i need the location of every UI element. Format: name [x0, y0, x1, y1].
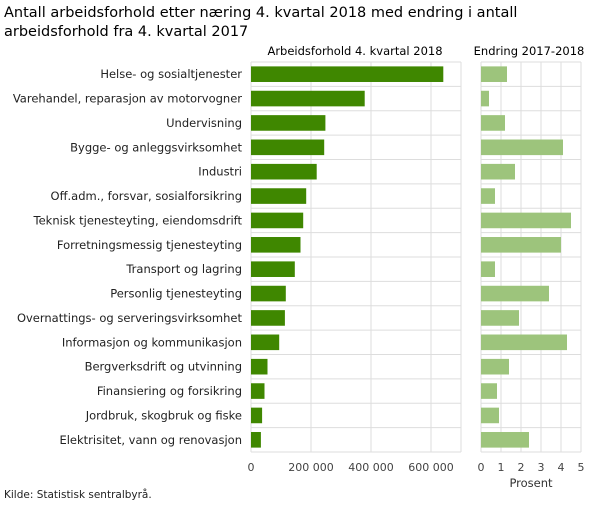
bar — [251, 261, 295, 277]
chart-title: Antall arbeidsforhold etter næring 4. kv… — [4, 5, 518, 40]
panel-title: Endring 2017-2018 — [474, 44, 585, 58]
tick-label: 4 — [558, 461, 565, 474]
bar — [251, 334, 280, 351]
tick-label: 0 — [248, 461, 255, 474]
bar — [481, 188, 495, 204]
panel-title: Arbeidsforhold 4. kvartal 2018 — [267, 44, 442, 58]
tick-label: 200 000 — [288, 461, 334, 474]
bar — [251, 115, 326, 131]
category-label: Undervisning — [166, 116, 242, 130]
bar — [251, 432, 261, 448]
category-label: Elektrisitet, vann og renovasjon — [59, 433, 242, 447]
bar — [481, 407, 499, 424]
bar — [251, 383, 265, 399]
category-label: Transport og lagring — [125, 262, 242, 276]
bar — [481, 90, 489, 107]
bar — [251, 90, 365, 107]
bar — [481, 115, 505, 131]
bar — [481, 310, 519, 326]
source-note: Kilde: Statistisk sentralbyrå. — [4, 489, 152, 501]
bar — [251, 237, 301, 253]
bar — [481, 139, 563, 156]
tick-label: 2 — [518, 461, 525, 474]
bar — [481, 358, 509, 375]
bar — [481, 432, 529, 448]
category-label: Helse- og sosialtjenester — [100, 67, 242, 81]
bar — [481, 163, 515, 180]
tick-label: 3 — [538, 461, 545, 474]
bar — [481, 66, 507, 82]
category-label: Personlig tjenesteyting — [110, 287, 242, 301]
axis-label: Prosent — [509, 476, 553, 490]
category-label: Informasjon og kommunikasjon — [62, 335, 242, 349]
bar — [251, 407, 263, 424]
bar — [251, 285, 286, 302]
category-label: Off.adm., forsvar, sosialforsikring — [51, 189, 242, 203]
tick-label: 1 — [498, 461, 505, 474]
bar — [481, 261, 495, 277]
category-label: Forretningsmessig tjenesteyting — [57, 238, 242, 252]
bar — [251, 163, 317, 180]
tick-label: 400 000 — [348, 461, 394, 474]
bar — [481, 212, 571, 229]
bar — [481, 285, 549, 302]
bar — [251, 188, 307, 204]
bar — [481, 334, 567, 351]
category-label: Overnattings- og serveringsvirksomhet — [17, 311, 243, 325]
tick-label: 5 — [578, 461, 585, 474]
bar — [251, 358, 268, 375]
tick-label: 600 000 — [408, 461, 454, 474]
category-label: Jordbruk, skogbruk og fiske — [85, 408, 242, 422]
bar — [481, 383, 497, 399]
category-label: Bygge- og anleggsvirksomhet — [70, 140, 242, 154]
category-label: Varehandel, reparasjon av motorvogner — [13, 92, 242, 106]
bar — [251, 66, 444, 82]
category-label: Industri — [198, 165, 242, 179]
category-label: Bergverksdrift og utvinning — [85, 360, 242, 374]
bar — [251, 212, 304, 229]
bar — [251, 139, 325, 156]
bar — [251, 310, 285, 326]
category-label: Teknisk tjenesteyting, eiendomsdrift — [33, 213, 243, 227]
tick-label: 0 — [478, 461, 485, 474]
category-label: Finansiering og forsikring — [97, 384, 242, 398]
bar — [481, 237, 561, 253]
